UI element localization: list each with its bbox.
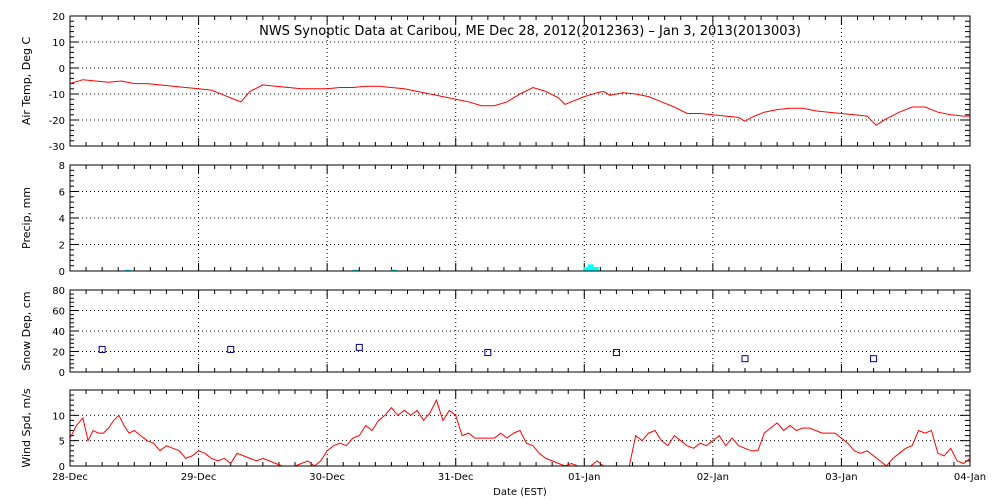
panel-precip: 0 2 4 6 8 Precip, mm xyxy=(20,161,971,278)
snow-depth-marker xyxy=(227,345,235,353)
y-axis-label-temp: Air Temp, Deg C xyxy=(20,37,33,126)
snow-depth-marker xyxy=(612,349,620,357)
x-tick-label: 03-Jan xyxy=(825,472,857,483)
x-axis-label: Date (EST) xyxy=(493,487,547,498)
y-tick-label: 4 xyxy=(59,214,65,225)
snow-depth-marker xyxy=(484,349,492,357)
panel-snow: 0 20 40 60 80 Snow Dep, cm xyxy=(20,286,971,379)
y-tick-label: 0 xyxy=(59,64,65,75)
panels: -30 -20 -10 0 10 20 Air Temp, Deg C 0 2 4 6 8 Precip… xyxy=(20,12,986,483)
y-tick-label: 6 xyxy=(59,188,65,199)
panel-frame xyxy=(69,389,971,467)
panel-temp: -30 -20 -10 0 10 20 Air Temp, Deg C xyxy=(20,12,971,153)
y-tick-label: 20 xyxy=(52,348,65,359)
snow-depth-marker xyxy=(741,355,749,363)
y-tick-label: 10 xyxy=(52,38,65,49)
y-axis-label-snow: Snow Dep, cm xyxy=(20,291,33,370)
precip-bar xyxy=(124,269,131,271)
snow-depth-marker xyxy=(870,355,878,363)
precip-bar xyxy=(352,269,359,271)
series-line-wind xyxy=(69,398,971,467)
snow-depth-marker xyxy=(355,343,363,351)
precip-bar xyxy=(391,269,397,271)
panel-frame xyxy=(69,15,971,147)
snow-depth-marker xyxy=(98,345,106,353)
y-tick-label: 5 xyxy=(59,437,65,448)
y-tick-label: 2 xyxy=(59,241,65,252)
precip-bar xyxy=(592,267,599,271)
y-tick-label: 0 xyxy=(59,462,65,473)
precip-bar xyxy=(583,267,590,271)
y-tick-label: 80 xyxy=(52,286,65,297)
chart-title: NWS Synoptic Data at Caribou, ME Dec 28,… xyxy=(259,24,801,39)
y-tick-label: -20 xyxy=(49,116,65,127)
x-tick-label: 28-Dec xyxy=(52,472,88,483)
y-tick-label: -10 xyxy=(49,90,65,101)
panel-frame xyxy=(69,289,971,373)
series-line-temp xyxy=(69,79,970,126)
y-tick-label: 8 xyxy=(59,161,65,172)
y-tick-label: 10 xyxy=(52,411,65,422)
x-tick-label: 31-Dec xyxy=(438,472,474,483)
x-tick-label: 30-Dec xyxy=(309,472,345,483)
y-tick-label: 40 xyxy=(52,327,65,338)
x-tick-label: 02-Jan xyxy=(697,472,729,483)
precip-bar xyxy=(587,264,594,271)
y-axis-label-precip: Precip, mm xyxy=(20,187,33,249)
y-tick-label: 20 xyxy=(52,12,65,23)
x-tick-label: 01-Jan xyxy=(568,472,600,483)
y-tick-label: 60 xyxy=(52,307,65,318)
panel-frame xyxy=(69,164,971,272)
x-tick-label: 29-Dec xyxy=(181,472,217,483)
y-tick-label: -30 xyxy=(49,142,65,153)
panel-wind: 0 5 10 Wind Spd, m/s xyxy=(20,388,971,473)
y-axis-label-wind: Wind Spd, m/s xyxy=(20,388,33,468)
y-tick-label: 0 xyxy=(59,368,65,379)
x-tick-label: 04-Jan xyxy=(954,472,986,483)
y-tick-label: 0 xyxy=(59,267,65,278)
